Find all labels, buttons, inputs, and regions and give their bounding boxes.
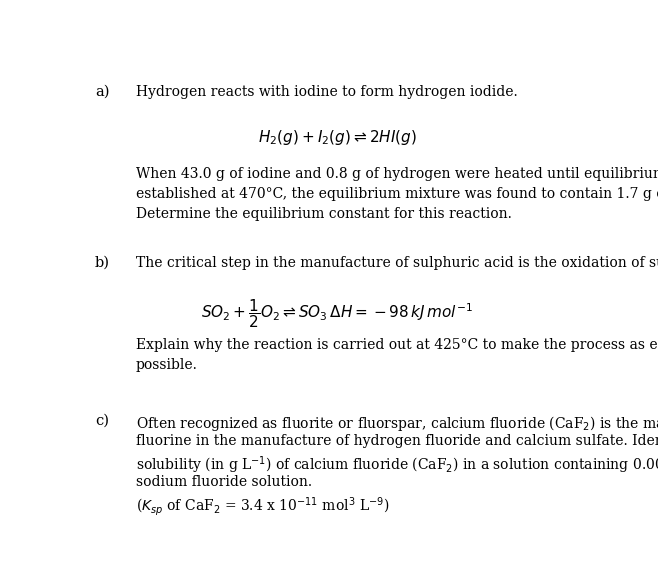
Text: $H_2(g) + I_2(g) \rightleftharpoons 2HI(g)$: $H_2(g) + I_2(g) \rightleftharpoons 2HI(… xyxy=(258,128,417,147)
Text: a): a) xyxy=(95,85,109,99)
Text: $SO_2 + \dfrac{1}{2}O_2 \rightleftharpoons SO_3\,\Delta H = -98\,kJ\,mol^{-1}$: $SO_2 + \dfrac{1}{2}O_2 \rightleftharpoo… xyxy=(201,297,473,329)
Text: c): c) xyxy=(95,414,109,428)
Text: solubility (in g L$^{-1}$) of calcium fluoride (CaF$_2$) in a solution containin: solubility (in g L$^{-1}$) of calcium fl… xyxy=(136,454,658,476)
Text: b): b) xyxy=(95,256,110,270)
Text: Hydrogen reacts with iodine to form hydrogen iodide.: Hydrogen reacts with iodine to form hydr… xyxy=(136,85,518,99)
Text: The critical step in the manufacture of sulphuric acid is the oxidation of sulph: The critical step in the manufacture of … xyxy=(136,256,658,270)
Text: When 43.0 g of iodine and 0.8 g of hydrogen were heated until equilibrium was
es: When 43.0 g of iodine and 0.8 g of hydro… xyxy=(136,167,658,221)
Text: ($K_{sp}$ of CaF$_2$ = 3.4 x 10$^{-11}$ mol$^3$ L$^{-9}$): ($K_{sp}$ of CaF$_2$ = 3.4 x 10$^{-11}$ … xyxy=(136,495,389,518)
Text: Often recognized as fluorite or fluorspar, calcium fluoride (CaF$_2$) is the maj: Often recognized as fluorite or fluorspa… xyxy=(136,414,658,433)
Text: fluorine in the manufacture of hydrogen fluoride and calcium sulfate. Identify t: fluorine in the manufacture of hydrogen … xyxy=(136,434,658,448)
Text: sodium fluoride solution.: sodium fluoride solution. xyxy=(136,475,312,489)
Text: Explain why the reaction is carried out at 425°C to make the process as economic: Explain why the reaction is carried out … xyxy=(136,338,658,372)
